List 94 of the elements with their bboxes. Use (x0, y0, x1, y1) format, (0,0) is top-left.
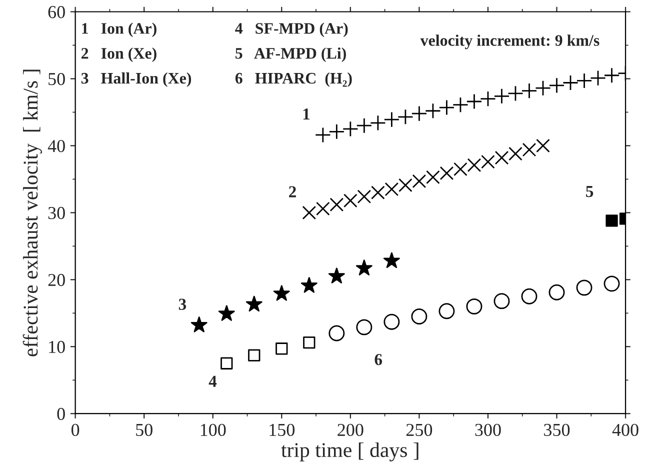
y-tick-label: 30 (48, 206, 65, 220)
annotation: 3 (178, 298, 186, 310)
x-tick-label: 50 (136, 424, 152, 436)
point (438, 303, 455, 320)
point (356, 118, 372, 134)
point (576, 280, 592, 296)
point (248, 349, 260, 362)
point (548, 284, 565, 300)
point (494, 150, 509, 165)
point (384, 182, 399, 196)
point (604, 276, 620, 292)
point (508, 85, 524, 102)
point (535, 80, 551, 96)
point (494, 88, 510, 104)
annotation: 5 AF-MPD (Li) (236, 48, 346, 62)
point (411, 106, 428, 122)
point (411, 308, 428, 324)
point (521, 82, 538, 99)
point (576, 72, 592, 89)
x-tick-label: 0 (72, 424, 80, 436)
annotation: 5 (586, 186, 594, 198)
point (562, 74, 578, 91)
x-tick-label: 400 (612, 424, 638, 436)
point (300, 277, 318, 293)
point (481, 154, 495, 169)
annotation: 1 (303, 108, 310, 120)
annotation: 3 Hall-Ion (Xe) (81, 72, 192, 87)
x-tick-label: 250 (406, 424, 432, 436)
point (218, 305, 235, 321)
point (356, 319, 372, 336)
annotation: 4 SF-MPD (Ar) (235, 22, 348, 38)
y-tick-label: 10 (49, 340, 65, 354)
point (536, 138, 550, 153)
point (454, 162, 468, 176)
point (467, 158, 482, 172)
point (397, 108, 414, 125)
point (466, 94, 482, 110)
x-tick-label: 350 (544, 424, 570, 436)
point (384, 112, 400, 128)
point (466, 298, 482, 314)
point (314, 127, 331, 143)
annotation: 2 Ion (Xe) (82, 48, 156, 62)
annotation: 6 (374, 354, 382, 366)
point (548, 77, 565, 94)
point (426, 170, 440, 184)
point (452, 96, 468, 113)
point (328, 124, 345, 140)
point (508, 146, 522, 161)
point (494, 293, 510, 310)
point (440, 166, 454, 180)
point (371, 186, 385, 200)
point (246, 296, 262, 312)
point (604, 67, 620, 84)
point (273, 285, 290, 301)
point (383, 252, 400, 268)
point (356, 260, 372, 276)
annotation: 4 (208, 376, 217, 387)
x-tick-label: 300 (475, 424, 501, 436)
point (424, 102, 441, 119)
point (521, 288, 538, 304)
annotation: 6 HIPARC (H₂) (235, 72, 352, 87)
y-tick-label: 20 (48, 274, 65, 286)
point (384, 314, 400, 330)
y-axis-title: effective exhaust velocity [ km/s ] (22, 70, 42, 356)
point (342, 120, 358, 137)
x-axis-title: trip time [ days ] (281, 442, 418, 462)
point (303, 336, 316, 349)
point (480, 90, 496, 107)
point (522, 142, 536, 157)
annotation: 2 (289, 186, 296, 198)
annotation: velocity increment: 9 km/s (420, 34, 600, 50)
x-tick-label: 100 (200, 424, 226, 436)
point (412, 174, 426, 188)
point (330, 198, 344, 212)
point (220, 357, 233, 370)
point (438, 100, 455, 116)
point (316, 202, 330, 216)
y-tick-label: 50 (48, 72, 65, 86)
point (276, 342, 288, 355)
point (328, 268, 345, 284)
point (398, 178, 412, 192)
x-tick-label: 150 (270, 424, 295, 436)
y-tick-label: 40 (48, 140, 65, 152)
point (328, 325, 345, 342)
point (357, 190, 372, 204)
x-tick-label: 200 (338, 424, 364, 436)
point (590, 70, 606, 86)
point (190, 316, 208, 332)
point (302, 206, 316, 220)
point (344, 194, 358, 208)
point (370, 114, 386, 131)
y-tick-label: 60 (48, 6, 65, 18)
annotation: 1 Ion (Ar) (82, 22, 156, 38)
y-tick-label: 0 (57, 408, 65, 420)
